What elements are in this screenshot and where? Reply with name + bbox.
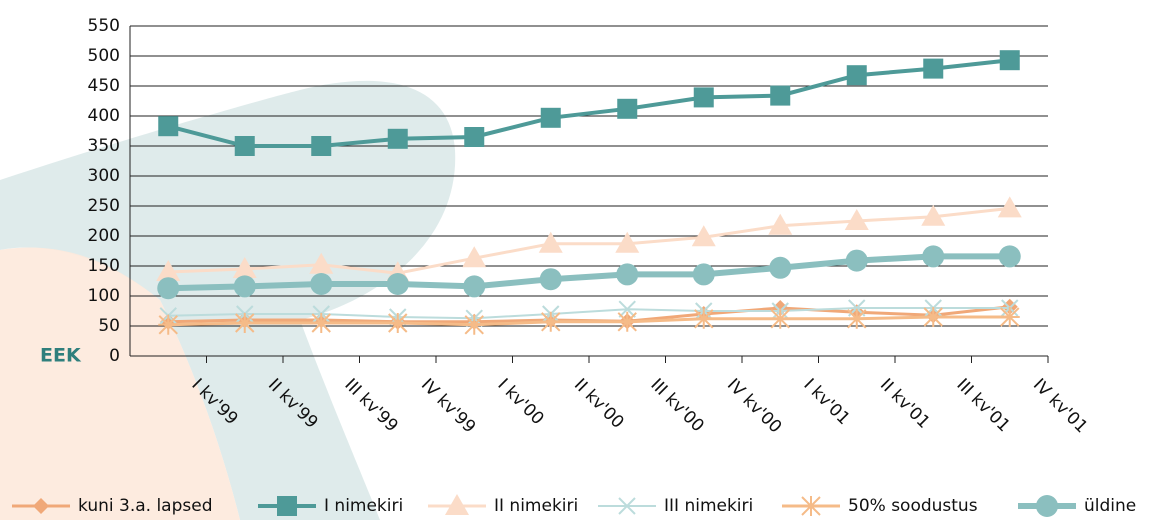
y-tick-label: 250	[88, 196, 120, 216]
legend-item: 50% soodustus	[782, 496, 978, 516]
marker	[694, 309, 714, 329]
marker	[617, 312, 637, 332]
marker	[770, 309, 790, 329]
marker	[463, 275, 485, 297]
x-tick-label: IV kv'01	[1029, 375, 1091, 437]
marker	[388, 313, 408, 333]
legend-label: kuni 3.a. lapsed	[78, 496, 212, 516]
marker	[158, 315, 178, 335]
marker	[311, 136, 331, 156]
marker	[847, 65, 867, 85]
marker	[846, 250, 868, 272]
legend-label: 50% soodustus	[848, 496, 978, 516]
marker	[1036, 495, 1058, 517]
marker	[157, 277, 179, 299]
x-tick-label: II kv'01	[876, 375, 934, 433]
x-tick-label: III kv'01	[952, 375, 1013, 436]
legend-label: üldine	[1084, 496, 1136, 516]
legend-label: III nimekiri	[664, 496, 753, 516]
y-tick-label: 0	[109, 346, 120, 366]
legend-label: II nimekiri	[494, 496, 578, 516]
marker	[235, 136, 255, 156]
y-tick-label: 500	[88, 46, 120, 66]
x-tick-label: III kv'00	[646, 375, 707, 436]
marker	[311, 313, 331, 333]
marker	[158, 116, 178, 136]
y-tick-label: 550	[88, 16, 120, 36]
legend-item: üldine	[1018, 495, 1136, 517]
legend-label: I nimekiri	[324, 496, 403, 516]
marker	[310, 273, 332, 295]
marker	[277, 496, 297, 516]
marker	[998, 196, 1022, 217]
y-tick-label: 100	[88, 286, 120, 306]
legend-item: II nimekiri	[428, 494, 578, 516]
marker	[616, 263, 638, 285]
marker	[541, 108, 561, 128]
x-tick-label: II kv'00	[570, 375, 628, 433]
marker	[801, 496, 821, 516]
x-tick-label: IV kv'00	[723, 375, 785, 437]
marker	[999, 245, 1021, 267]
marker	[770, 86, 790, 106]
marker	[694, 87, 714, 107]
legend-item: III nimekiri	[598, 496, 753, 516]
y-tick-label: 200	[88, 226, 120, 246]
y-tick-label: 50	[98, 316, 120, 336]
y-tick-label: 150	[88, 256, 120, 276]
marker	[923, 307, 943, 327]
marker	[922, 245, 944, 267]
x-tick-label: IV kv'99	[417, 375, 479, 437]
marker	[1000, 50, 1020, 70]
marker	[541, 312, 561, 332]
x-tick-label: I kv'01	[799, 375, 853, 429]
background-decoration	[0, 81, 455, 520]
y-tick-label: 450	[88, 76, 120, 96]
x-tick-label: I kv'00	[493, 375, 547, 429]
marker	[847, 309, 867, 329]
marker	[923, 59, 943, 79]
marker	[387, 273, 409, 295]
marker	[1000, 307, 1020, 327]
y-tick-label: 400	[88, 106, 120, 126]
marker	[464, 127, 484, 147]
marker	[234, 275, 256, 297]
chart: EEK 0 50 100 150 200 250 300 350 400 450 500 550 I k…	[0, 0, 1156, 520]
marker	[540, 268, 562, 290]
x-tick-label: III kv'99	[340, 375, 401, 436]
marker	[464, 315, 484, 335]
marker	[388, 129, 408, 149]
legend-item: I nimekiri	[258, 496, 403, 516]
marker	[617, 99, 637, 119]
marker	[769, 257, 791, 279]
y-axis-label: EEK	[40, 345, 82, 367]
marker	[235, 313, 255, 333]
marker	[693, 263, 715, 285]
y-tick-label: 350	[88, 136, 120, 156]
y-tick-label: 300	[88, 166, 120, 186]
